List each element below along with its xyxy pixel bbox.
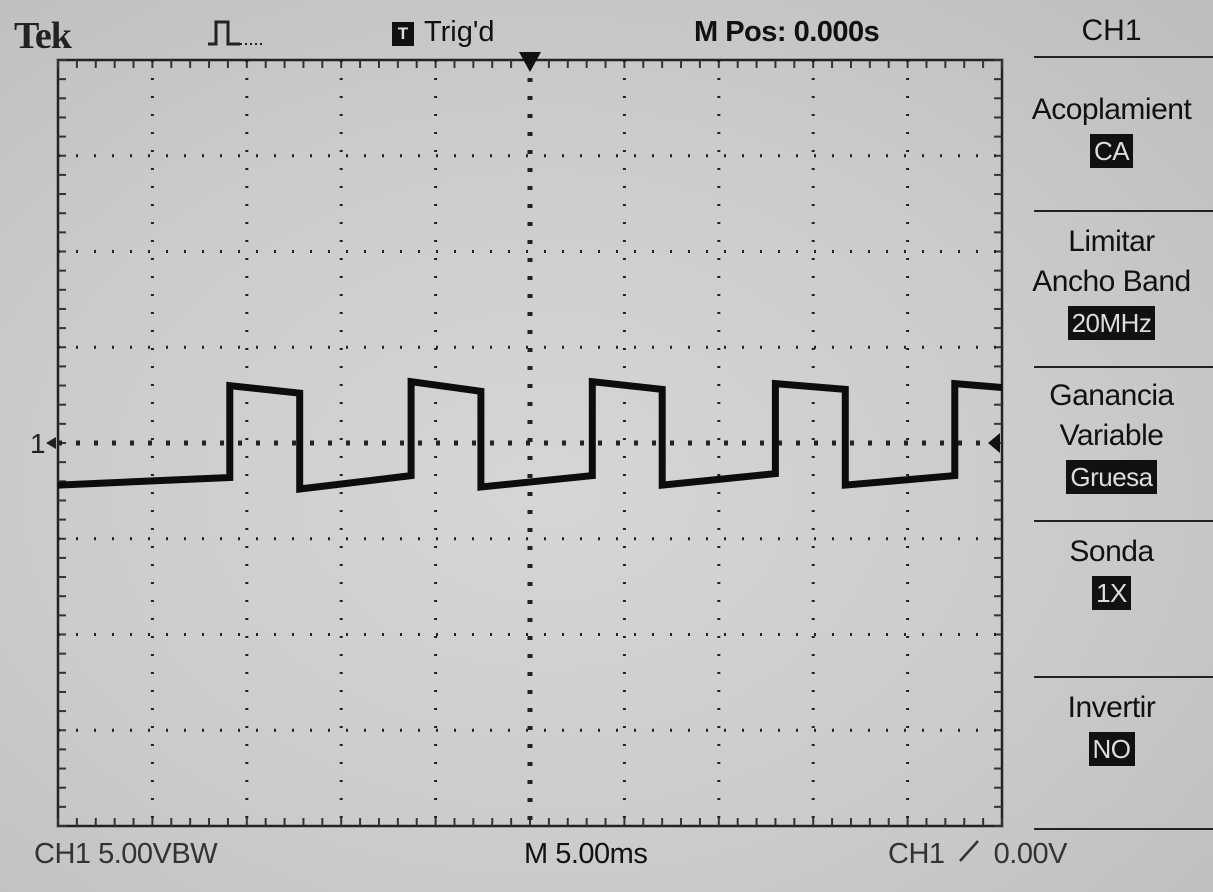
horizontal-position: M Pos: 0.000s	[694, 16, 880, 48]
menu-item-value: 20MHz	[1067, 306, 1156, 340]
menu-item-label: Acoplamient	[1031, 93, 1192, 126]
menu-item-label: Ancho Band	[1032, 265, 1191, 298]
menu-item-4[interactable]: Invertir NO	[1010, 688, 1213, 766]
ch1-menu: CH1 Acoplamient CA Limitar Ancho Band 20MHz G…	[1010, 0, 1213, 892]
menu-item-2[interactable]: Ganancia Variable Gruesa	[1010, 376, 1213, 494]
trigger-status: Trig'd	[424, 16, 495, 48]
timebase: M 5.00ms	[524, 838, 648, 870]
channel-marker: 1	[30, 428, 46, 459]
menu-separator	[1034, 676, 1213, 678]
brand-logo: Tek	[14, 15, 72, 57]
channel-scale: CH1 5.00VBW	[34, 838, 218, 870]
menu-item-value: CA	[1089, 134, 1134, 168]
trigger-indicator: T	[392, 22, 414, 46]
ch1-waveform	[57, 377, 1003, 493]
menu-item-label: Invertir	[1067, 691, 1156, 724]
channel-arrow	[46, 437, 56, 449]
menu-separator	[1034, 520, 1213, 522]
menu-title: CH1	[1081, 14, 1142, 47]
pulse-run-icon	[208, 20, 264, 46]
trigger-level: 0.00V	[993, 838, 1068, 870]
menu-item-label: Limitar	[1068, 225, 1155, 258]
waveform-display: 1	[30, 52, 1004, 828]
trigger-info: CH1 0.00V	[888, 838, 1067, 871]
menu-separator	[1034, 56, 1213, 58]
menu-item-value: NO	[1088, 732, 1135, 766]
trigger-source: CH1	[888, 838, 945, 870]
menu-item-label: Ganancia	[1049, 379, 1174, 412]
menu-separator	[1034, 210, 1213, 212]
menu-item-label: Sonda	[1069, 535, 1154, 568]
rising-edge-icon	[958, 838, 980, 871]
menu-item-0[interactable]: Acoplamient CA	[1010, 90, 1213, 168]
menu-item-1[interactable]: Limitar Ancho Band 20MHz	[1010, 222, 1213, 340]
trigger-position-marker	[519, 52, 541, 72]
menu-separator	[1034, 366, 1213, 368]
status-bar: Tek T Trig'd M Pos: 0.000s	[0, 0, 1010, 57]
trigger-level-marker	[988, 433, 1000, 453]
menu-item-3[interactable]: Sonda 1X	[1010, 532, 1213, 610]
menu-item-value: 1X	[1092, 576, 1131, 610]
settings-bar: CH1 5.00VBW M 5.00ms CH1 0.00V	[0, 834, 1213, 892]
menu-separator	[1034, 828, 1213, 830]
menu-item-label: Variable	[1059, 419, 1164, 452]
menu-item-value: Gruesa	[1066, 460, 1157, 494]
